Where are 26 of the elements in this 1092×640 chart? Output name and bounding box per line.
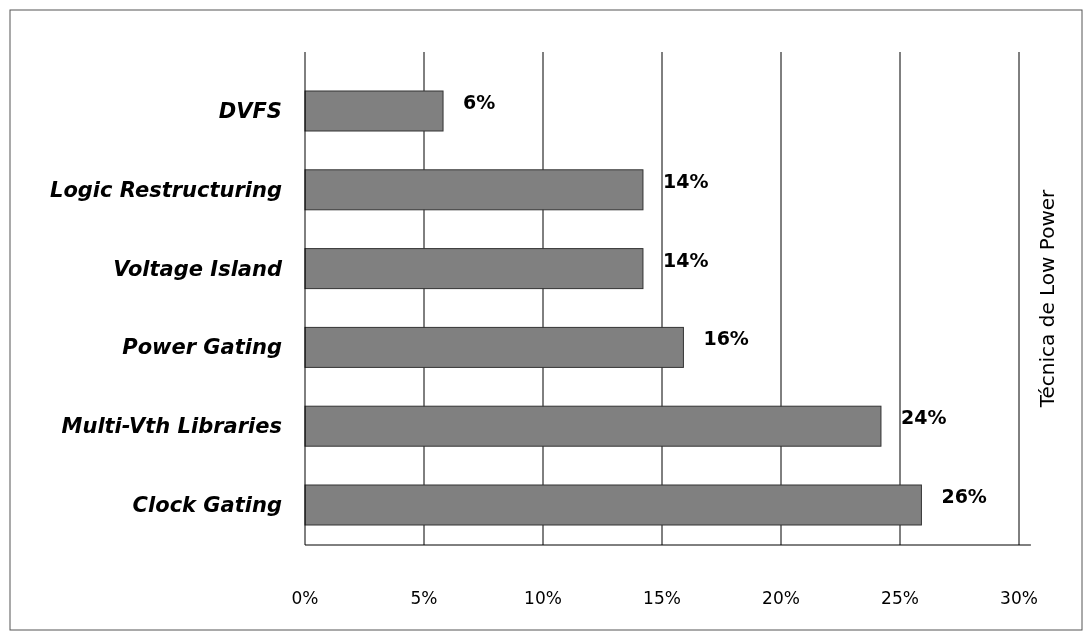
y-tick-label: Multi-Vth Libraries xyxy=(61,414,282,439)
y2-axis-title: Técnica de Low Power xyxy=(1035,188,1059,409)
data-label: 14% xyxy=(662,169,709,192)
data-label: 16% xyxy=(703,327,749,350)
x-tick-label: 0% xyxy=(291,588,319,608)
data-label: 26% xyxy=(941,485,987,507)
y-tick-label: Logic Restructuring xyxy=(50,177,282,202)
y-tick-label: Clock Gating xyxy=(132,493,282,517)
x-tick-label: 10% xyxy=(524,588,562,608)
y-tick-label: Power Gating xyxy=(122,335,282,360)
x-tick-label: 25% xyxy=(881,588,919,608)
bar xyxy=(304,405,882,447)
x-tick-label: 20% xyxy=(762,588,800,608)
bar xyxy=(304,484,922,526)
bar xyxy=(304,169,644,211)
bar xyxy=(304,90,444,132)
bar xyxy=(304,326,684,368)
x-tick-label: 30% xyxy=(1000,588,1038,608)
y-tick-label: DVFS xyxy=(218,99,282,123)
y-tick-label: Voltage Island xyxy=(113,256,283,281)
data-label: 24% xyxy=(900,406,947,429)
data-label: 14% xyxy=(662,248,709,271)
x-tick-label: 5% xyxy=(410,588,438,608)
x-tick-label: 15% xyxy=(643,588,681,608)
bar xyxy=(304,248,644,290)
data-label: 6% xyxy=(463,91,496,113)
